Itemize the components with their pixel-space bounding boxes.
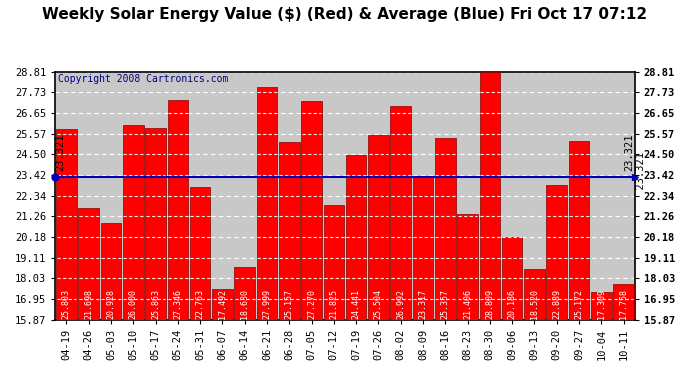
Text: 26.992: 26.992 xyxy=(396,289,405,319)
Text: 22.763: 22.763 xyxy=(196,289,205,319)
Bar xyxy=(190,188,210,320)
Text: 18.630: 18.630 xyxy=(240,289,249,319)
Text: Copyright 2008 Cartronics.com: Copyright 2008 Cartronics.com xyxy=(58,74,228,84)
Bar xyxy=(324,206,344,320)
Bar xyxy=(79,208,99,320)
Text: 27.999: 27.999 xyxy=(262,289,271,319)
Text: 28.809: 28.809 xyxy=(485,289,494,319)
Bar xyxy=(613,284,634,320)
Bar xyxy=(257,87,277,320)
Bar xyxy=(480,72,500,320)
Bar xyxy=(346,155,366,320)
Bar xyxy=(123,125,144,320)
Text: 25.504: 25.504 xyxy=(374,289,383,319)
Text: 27.270: 27.270 xyxy=(307,289,316,319)
Text: 23.321: 23.321 xyxy=(624,134,635,171)
Text: 20.928: 20.928 xyxy=(106,289,115,319)
Bar xyxy=(146,128,166,320)
Bar xyxy=(591,292,611,320)
Text: 21.698: 21.698 xyxy=(84,289,93,319)
Bar xyxy=(302,101,322,320)
Text: 21.406: 21.406 xyxy=(463,289,472,319)
Bar xyxy=(56,129,77,320)
Text: 27.346: 27.346 xyxy=(173,289,182,319)
Text: 23.317: 23.317 xyxy=(419,289,428,319)
Text: 25.803: 25.803 xyxy=(62,289,71,319)
Text: 21.825: 21.825 xyxy=(329,289,338,319)
Text: 25.157: 25.157 xyxy=(285,289,294,319)
Text: 23.321: 23.321 xyxy=(636,152,646,202)
Text: 24.441: 24.441 xyxy=(352,289,361,319)
Bar xyxy=(368,135,388,320)
Text: 26.000: 26.000 xyxy=(129,289,138,319)
Bar xyxy=(279,142,299,320)
Bar xyxy=(212,289,233,320)
Text: 22.889: 22.889 xyxy=(552,289,561,319)
Text: 17.758: 17.758 xyxy=(619,289,628,319)
Text: 25.863: 25.863 xyxy=(151,289,160,319)
Text: 20.186: 20.186 xyxy=(508,289,517,319)
Bar xyxy=(391,106,411,320)
Text: 25.357: 25.357 xyxy=(441,289,450,319)
Text: 17.492: 17.492 xyxy=(218,289,227,319)
Bar xyxy=(168,100,188,320)
Text: 17.309: 17.309 xyxy=(597,289,606,319)
Bar xyxy=(413,177,433,320)
Bar xyxy=(457,213,478,320)
Text: 23.321: 23.321 xyxy=(55,134,66,171)
Bar xyxy=(101,223,121,320)
Bar xyxy=(502,237,522,320)
Text: Weekly Solar Energy Value ($) (Red) & Average (Blue) Fri Oct 17 07:12: Weekly Solar Energy Value ($) (Red) & Av… xyxy=(43,8,647,22)
Bar xyxy=(546,185,567,320)
Text: 25.172: 25.172 xyxy=(575,289,584,319)
Bar xyxy=(235,267,255,320)
Bar xyxy=(524,269,544,320)
Bar xyxy=(569,141,589,320)
Text: 18.520: 18.520 xyxy=(530,289,539,319)
Bar xyxy=(435,138,455,320)
